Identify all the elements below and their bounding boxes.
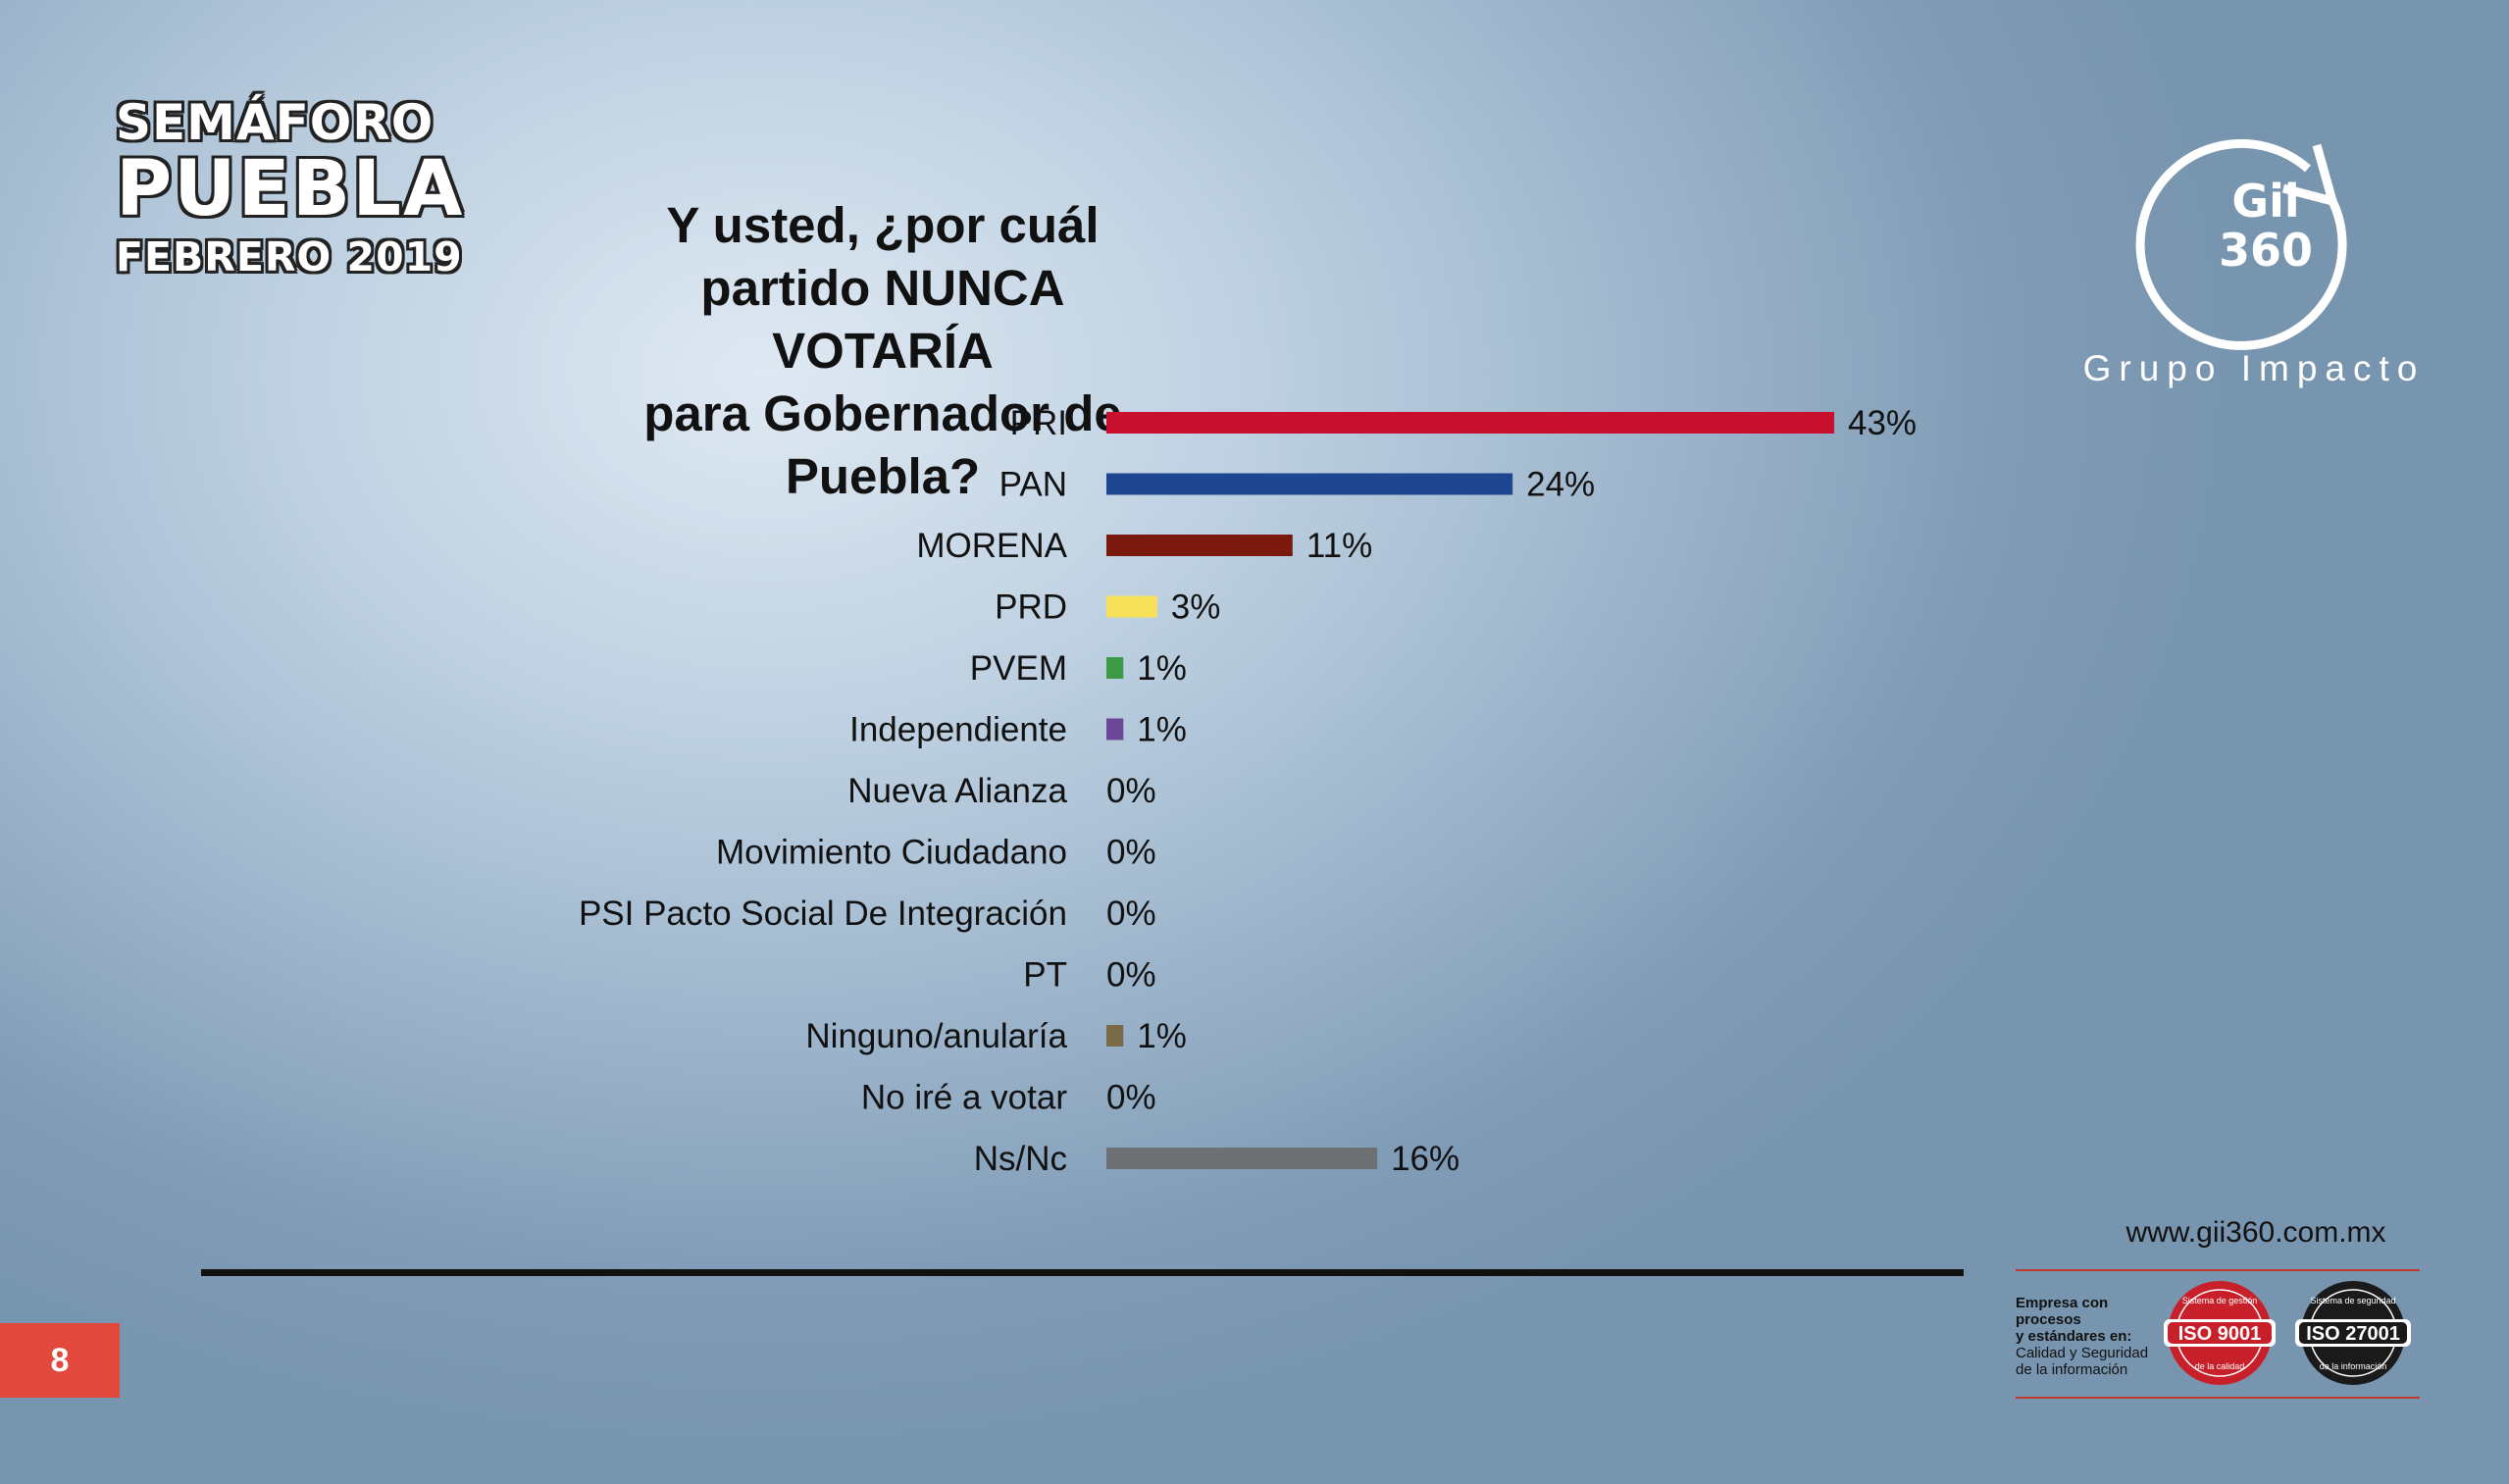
logo-mark-text: Gii 360 xyxy=(2197,177,2334,275)
circular-arrow-icon xyxy=(2135,138,2347,350)
value-label-1: 24% xyxy=(1526,466,1595,504)
bar-12 xyxy=(1106,1148,1378,1169)
category-label-12: Ns/Nc xyxy=(974,1140,1067,1178)
value-label-12: 16% xyxy=(1391,1140,1459,1178)
brand-line-date: FEBRERO 2019 xyxy=(116,233,463,281)
value-label-2: 11% xyxy=(1306,527,1372,565)
logo-company-name: Grupo Impacto xyxy=(2082,348,2426,388)
value-label-11: 0% xyxy=(1106,1079,1156,1117)
value-label-10: 1% xyxy=(1137,1017,1187,1055)
iso-9001-label: ISO 9001 xyxy=(2178,1323,2262,1345)
bar-4 xyxy=(1106,657,1124,679)
chart-title-line-2: para Gobernador de Puebla? xyxy=(643,385,1122,504)
logo-gii-text: Gii xyxy=(2231,175,2300,228)
cert-top-line xyxy=(2016,1269,2420,1271)
category-label-2: MORENA xyxy=(916,527,1067,565)
brand-line-semaforo: SEMÁFORO xyxy=(116,94,435,151)
gii360-logo: Gii 360 Grupo Impacto xyxy=(2083,118,2423,432)
bar-0 xyxy=(1106,412,1834,434)
iso-9001-top-text: Sistema de gestión xyxy=(2182,1296,2258,1305)
category-label-8: PSI Pacto Social De Integración xyxy=(579,895,1067,933)
brand-title: SEMÁFORO PUEBLA FEBRERO 2019 xyxy=(116,98,488,278)
cert-line-2: y estándares en: xyxy=(2016,1328,2132,1345)
page-number: 8 xyxy=(0,1323,120,1398)
cert-line-4: de la información xyxy=(2016,1361,2128,1378)
value-label-6: 0% xyxy=(1106,772,1156,810)
iso-27001-label: ISO 27001 xyxy=(2306,1323,2400,1345)
bar-10 xyxy=(1106,1025,1124,1047)
category-label-11: No iré a votar xyxy=(861,1079,1067,1117)
category-label-9: PT xyxy=(1023,956,1067,995)
logo-360-text: 360 xyxy=(2218,224,2314,277)
iso-9001-bottom-text: de la calidad xyxy=(2195,1361,2245,1371)
bar-1 xyxy=(1106,473,1513,495)
value-label-0: 43% xyxy=(1848,404,1917,442)
category-label-6: Nueva Alianza xyxy=(847,772,1067,810)
value-label-3: 3% xyxy=(1171,588,1221,627)
category-label-0: PRI xyxy=(1010,404,1067,442)
bar-5 xyxy=(1106,718,1124,741)
cert-bottom-line xyxy=(2016,1397,2420,1399)
iso-27001-badge: ISO 27001 Sistema de seguridad de la inf… xyxy=(2295,1281,2411,1385)
value-label-5: 1% xyxy=(1137,711,1187,749)
chart-title-line-1: Y usted, ¿por cuál partido NUNCA VOTARÍA xyxy=(666,197,1100,379)
iso-9001-badge: ISO 9001 Sistema de gestión de la calida… xyxy=(2164,1281,2276,1385)
bar-3 xyxy=(1106,595,1157,618)
certification-text: Empresa con procesos y estándares en: Ca… xyxy=(2016,1295,2173,1378)
footer-divider xyxy=(201,1269,1964,1276)
cert-line-3: Calidad y Seguridad xyxy=(2016,1345,2149,1361)
category-label-5: Independiente xyxy=(849,711,1067,749)
chart-title: Y usted, ¿por cuál partido NUNCA VOTARÍA… xyxy=(589,194,1177,508)
value-label-4: 1% xyxy=(1137,649,1187,688)
category-label-3: PRD xyxy=(995,588,1067,627)
category-label-7: Movimiento Ciudadano xyxy=(716,834,1067,872)
cert-line-1: Empresa con procesos xyxy=(2016,1295,2109,1328)
value-label-7: 0% xyxy=(1106,834,1156,872)
category-label-1: PAN xyxy=(999,466,1067,504)
value-label-8: 0% xyxy=(1106,895,1156,933)
brand-line-puebla: PUEBLA xyxy=(116,145,465,233)
website-url[interactable]: www.gii360.com.mx xyxy=(2125,1216,2386,1249)
category-label-10: Ninguno/anularía xyxy=(805,1017,1067,1055)
iso-27001-bottom-text: de la información xyxy=(2320,1361,2387,1371)
category-label-4: PVEM xyxy=(970,649,1067,688)
iso-27001-top-text: Sistema de seguridad xyxy=(2310,1296,2395,1305)
value-label-9: 0% xyxy=(1106,956,1156,995)
bar-2 xyxy=(1106,535,1293,556)
